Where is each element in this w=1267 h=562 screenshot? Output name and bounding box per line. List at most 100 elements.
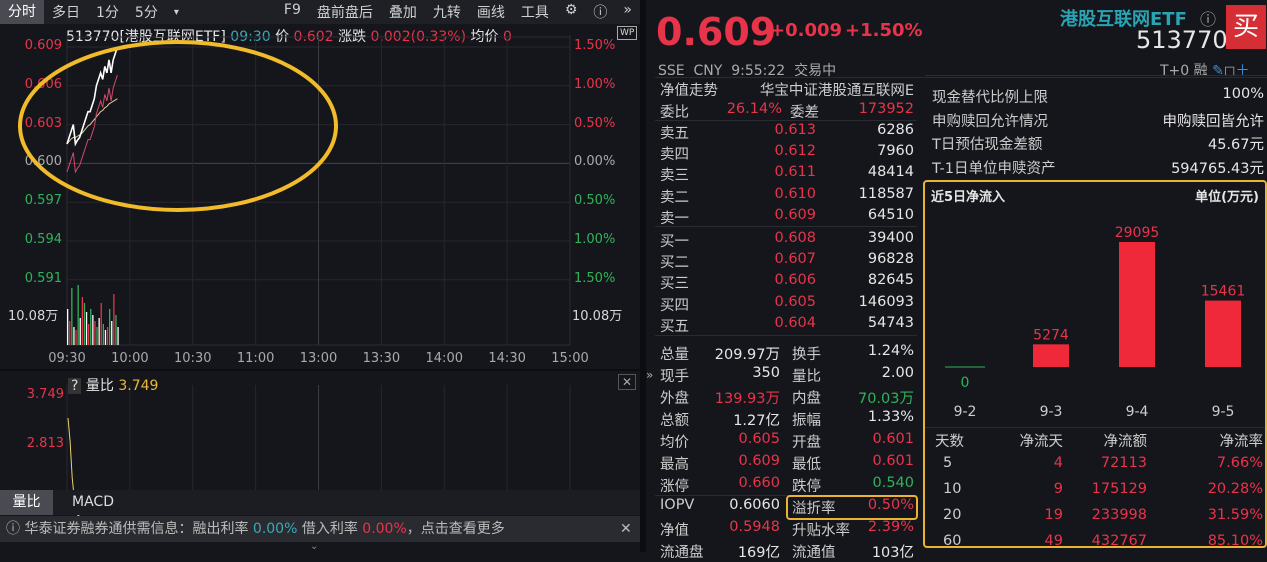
stat-value: 0.609 [738, 453, 780, 469]
panel-divider[interactable] [640, 0, 646, 552]
panel-divider [0, 369, 640, 371]
divider [655, 335, 917, 336]
bar-category-label: 9-2 [954, 404, 977, 420]
order-volume: 82645 [867, 272, 914, 289]
collapse-icon[interactable]: » [646, 368, 654, 382]
f9-button[interactable]: F9 [283, 2, 301, 18]
wp-icon[interactable]: WP [617, 26, 638, 40]
order-volume: 64510 [867, 206, 914, 223]
time-axis-label: 13:30 [363, 351, 400, 366]
net-inflow-panel: 近5日净流入 单位(万元) 0 9-2 5274 9-3 29095 9-4 15461 9-… [923, 180, 1267, 549]
stat-label: 总量 [660, 347, 689, 363]
weibi-value: 26.14% [726, 101, 782, 117]
volume-bar [111, 321, 113, 345]
order-price: 0.606 [774, 272, 816, 289]
table-cell: 9 [1053, 481, 1063, 497]
tab-volume-ratio[interactable]: 量比 [0, 490, 53, 515]
order-level-label: 卖三 [660, 168, 689, 185]
price-axis-label: 0.597 [24, 193, 62, 209]
etf-info-value: 594765.43元 [1171, 160, 1264, 177]
volume-bar [102, 324, 104, 345]
etf-info-value: 申购赎回皆允许 [1162, 113, 1265, 130]
stat-label: 最低 [792, 457, 821, 473]
expand-icon[interactable]: » [623, 2, 632, 18]
table-cell: 31.59% [1207, 507, 1263, 523]
price-axis-label: 0.594 [24, 232, 62, 247]
help-icon[interactable]: ⓘ [593, 5, 608, 21]
buy-button[interactable]: 买 [1226, 5, 1266, 49]
chevron-down-icon[interactable]: ⌄ [310, 541, 319, 552]
time-axis-label: 11:00 [237, 351, 274, 366]
price-axis-label: 0.609 [24, 38, 62, 53]
volume-bar [75, 330, 77, 345]
order-price: 0.607 [774, 251, 816, 268]
stat-value: 70.03万 [857, 391, 914, 407]
tab-intraday[interactable]: 分时 [0, 0, 44, 24]
table-cell: 4 [1053, 455, 1063, 471]
fund-full-name: 华宝中证港股通互联网E [759, 83, 914, 99]
close-icon[interactable]: ✕ [618, 374, 636, 390]
stat-value: 0.605 [738, 431, 780, 447]
pct-axis-label: 0.50% [574, 115, 616, 131]
draw-button[interactable]: 画线 [476, 5, 505, 21]
table-header: 净流额 [1103, 434, 1148, 450]
tools-button[interactable]: 工具 [520, 5, 549, 21]
table-header: 净流天 [1019, 434, 1064, 450]
premarket-button[interactable]: 盘前盘后 [316, 5, 373, 21]
stat-value: 1.24% [867, 343, 914, 359]
volume-bar [92, 315, 94, 345]
indicator-axis-max: 3.749 [26, 387, 64, 402]
nav-trend-link[interactable]: 净值走势 [660, 83, 718, 99]
stat-value: 1.27亿 [733, 413, 780, 429]
info-icon[interactable]: ⓘ [1200, 10, 1217, 29]
reference-line [66, 74, 118, 174]
tab-5min[interactable]: 5分 [134, 5, 158, 21]
order-price: 0.608 [774, 230, 816, 246]
price-chart[interactable]: 09:30 10:00 10:30 11:00 13:00 13:30 14:00 14:30… [0, 0, 640, 552]
pct-axis-label: 1.50% [574, 38, 616, 53]
pct-axis-label: 1.00% [574, 76, 616, 92]
help-icon[interactable]: ? [68, 378, 82, 394]
table-cell: 20.28% [1207, 481, 1263, 497]
time-axis-label: 10:30 [174, 351, 211, 366]
order-volume: 39400 [867, 230, 914, 246]
order-volume: 118587 [858, 185, 914, 202]
table-cell: 175129 [1091, 481, 1147, 497]
time-axis-label: 10:00 [111, 351, 148, 366]
indicator-tabs: 量比 MACD [0, 490, 640, 515]
last-price: 0.609 [656, 10, 777, 54]
bell-icon[interactable]: ◻ [1223, 63, 1236, 79]
nine-turn-button[interactable]: 九转 [432, 5, 461, 21]
pct-axis-label: 1.00% [574, 232, 616, 247]
info-icon: ⓘ [6, 521, 20, 537]
overlay-button[interactable]: 叠加 [388, 5, 417, 21]
order-level-label: 买三 [660, 276, 689, 293]
truncated-row [925, 66, 1267, 76]
view-more-link[interactable]: ，点击查看更多 [406, 521, 505, 537]
table-cell: 85.10% [1207, 533, 1263, 549]
table-cell: 49 [1044, 533, 1063, 549]
indicator-name: 量比 [85, 378, 114, 394]
notice-bar[interactable]: ⓘ 华泰证券融券通供需信息：融出利率 0.00% 借入利率 0.00%，点击查看… [0, 516, 640, 542]
table-cell: 5 [943, 455, 953, 471]
tab-macd[interactable]: MACD [72, 494, 114, 510]
highlight-ellipse [18, 40, 338, 212]
order-volume: 96828 [867, 251, 914, 268]
gear-icon[interactable]: ⚙ [564, 2, 578, 18]
borrow-label: 借入利率 [301, 521, 358, 537]
tab-1min[interactable]: 1分 [96, 5, 119, 21]
period-dropdown[interactable]: ▾ [173, 6, 179, 18]
volume-bar [115, 315, 117, 345]
tab-multiday[interactable]: 多日 [52, 5, 80, 21]
highlight-box [786, 495, 918, 520]
table-header: 天数 [935, 434, 964, 450]
security-name: 港股互联网ETF [1060, 9, 1187, 30]
stat-value: 2.00 [881, 365, 914, 381]
etf-info-label: 申购赎回允许情况 [932, 113, 1048, 130]
stat-label: 最高 [660, 457, 689, 473]
weibi-label: 委比 [660, 105, 689, 121]
edit-icon[interactable]: ✎ [1212, 63, 1224, 79]
close-icon[interactable]: ✕ [620, 521, 632, 537]
volume-bar [79, 318, 81, 345]
table-cell: 72113 [1100, 455, 1147, 471]
